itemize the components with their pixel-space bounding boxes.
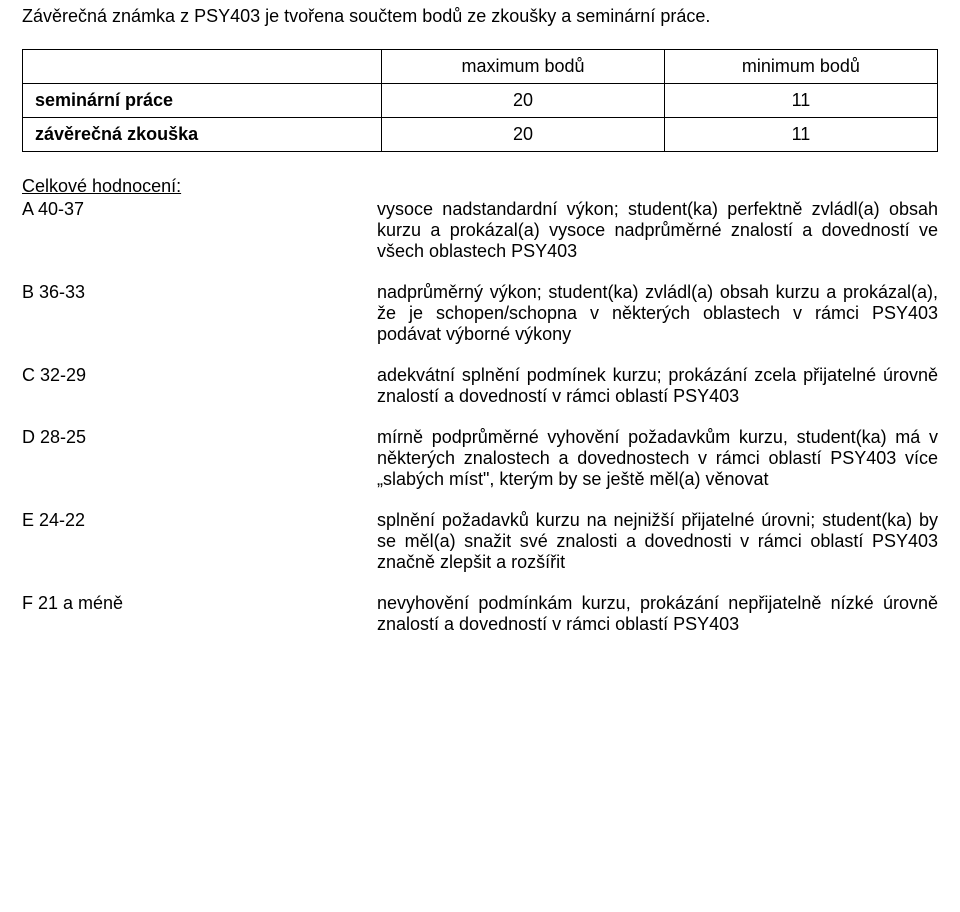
grade-label: B 36-33 <box>22 282 377 303</box>
grade-desc: nevyhovění podmínkám kurzu, prokázání ne… <box>377 593 938 635</box>
grade-desc: vysoce nadstandardní výkon; student(ka) … <box>377 199 938 262</box>
intro-text: Závěrečná známka z PSY403 je tvořena sou… <box>22 6 938 27</box>
table-blank-header <box>23 50 382 84</box>
grading-heading: Celkové hodnocení: <box>22 176 938 197</box>
grade-row-e: E 24-22 splnění požadavků kurzu na nejni… <box>22 510 938 573</box>
grade-desc: adekvátní splnění podmínek kurzu; prokáz… <box>377 365 938 407</box>
table-row: závěrečná zkouška 20 11 <box>23 118 938 152</box>
grade-desc: mírně podprůměrné vyhovění požadavkům ku… <box>377 427 938 490</box>
points-table: maximum bodů minimum bodů seminární prác… <box>22 49 938 152</box>
grade-label: D 28-25 <box>22 427 377 448</box>
table-row: seminární práce 20 11 <box>23 84 938 118</box>
grade-desc: splnění požadavků kurzu na nejnižší přij… <box>377 510 938 573</box>
table-header-min: minimum bodů <box>664 50 937 84</box>
grade-desc: nadprůměrný výkon; student(ka) zvládl(a)… <box>377 282 938 345</box>
table-row-min: 11 <box>664 84 937 118</box>
grading-section: Celkové hodnocení: A 40-37 vysoce nadsta… <box>22 176 938 635</box>
grade-row-c: C 32-29 adekvátní splnění podmínek kurzu… <box>22 365 938 407</box>
grade-label: E 24-22 <box>22 510 377 531</box>
grade-label: A 40-37 <box>22 199 377 220</box>
table-header-max: maximum bodů <box>382 50 665 84</box>
grade-label: C 32-29 <box>22 365 377 386</box>
table-row-label: seminární práce <box>23 84 382 118</box>
grade-row-f: F 21 a méně nevyhovění podmínkám kurzu, … <box>22 593 938 635</box>
table-header-row: maximum bodů minimum bodů <box>23 50 938 84</box>
grade-row-a: A 40-37 vysoce nadstandardní výkon; stud… <box>22 199 938 262</box>
grade-label: F 21 a méně <box>22 593 377 614</box>
table-row-max: 20 <box>382 118 665 152</box>
table-row-max: 20 <box>382 84 665 118</box>
table-row-label: závěrečná zkouška <box>23 118 382 152</box>
grade-row-b: B 36-33 nadprůměrný výkon; student(ka) z… <box>22 282 938 345</box>
grade-row-d: D 28-25 mírně podprůměrné vyhovění požad… <box>22 427 938 490</box>
table-row-min: 11 <box>664 118 937 152</box>
